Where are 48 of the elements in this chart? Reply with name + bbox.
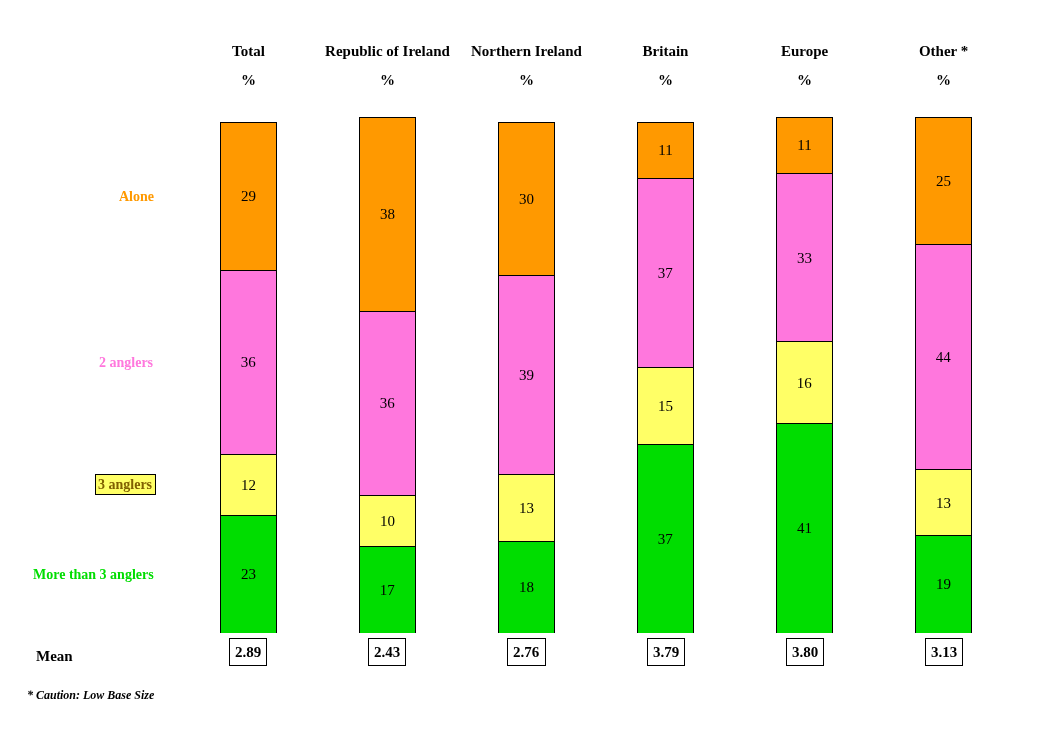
data-label: 36 <box>240 354 257 371</box>
data-label: 18 <box>518 579 534 596</box>
data-label: 10 <box>379 512 395 529</box>
text: 3 anglers <box>98 477 153 492</box>
text: 2.89 <box>235 644 262 660</box>
text: % <box>658 72 673 88</box>
text: Mean <box>36 648 74 664</box>
text: % <box>936 72 951 88</box>
data-label: 11 <box>797 137 812 154</box>
text: Alone <box>119 189 154 204</box>
text: 3.79 <box>653 644 680 660</box>
data-label: 15 <box>658 397 674 414</box>
data-label: 39 <box>518 367 534 384</box>
data-label: 36 <box>379 395 396 412</box>
data-label: 37 <box>657 264 674 281</box>
data-label: 19 <box>936 576 952 593</box>
text: 3.80 <box>792 644 819 660</box>
data-label: 38 <box>379 206 395 223</box>
data-label: 13 <box>936 494 952 511</box>
text: More than 3 anglers <box>33 567 155 582</box>
x-tick-label: Europe <box>780 43 829 59</box>
data-label: 13 <box>518 499 534 516</box>
data-label: 17 <box>379 581 396 598</box>
y-axis-title: % <box>241 72 256 88</box>
text: % <box>380 72 395 88</box>
text: 3.13 <box>931 644 958 660</box>
data-label: 30 <box>518 190 534 207</box>
data-label: 25 <box>936 172 952 189</box>
data-label: 16 <box>796 374 813 391</box>
text: 2.43 <box>374 644 401 660</box>
data-label: 23 <box>240 566 256 583</box>
x-tick-label: Northern Ireland <box>470 43 583 59</box>
data-label: 11 <box>658 142 673 159</box>
data-label: 29 <box>240 188 256 205</box>
data-label: 41 <box>797 520 813 537</box>
text: * Caution: Low Base Size <box>27 688 156 702</box>
x-tick-label: Other * <box>918 43 969 59</box>
x-tick-label: Britain <box>642 43 690 59</box>
x-tick-label: Republic of Ireland <box>325 43 451 59</box>
data-label: 44 <box>935 349 952 366</box>
x-tick-label: Total <box>232 43 265 59</box>
data-label: 33 <box>797 249 813 266</box>
text: 2.76 <box>513 644 540 660</box>
text: % <box>519 72 534 88</box>
text: 2 anglers <box>99 355 154 370</box>
data-label: 37 <box>657 530 674 547</box>
text: % <box>797 72 812 88</box>
data-label: 12 <box>240 476 256 493</box>
